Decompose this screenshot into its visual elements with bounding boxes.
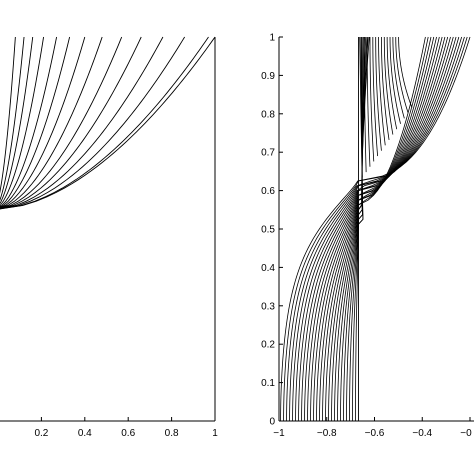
left-curve-line: [0, 36, 16, 194]
right-upper-vertical-line: [363, 36, 367, 173]
right-y-tick-label: 0.1: [261, 378, 275, 389]
left-curve-line: [0, 36, 86, 208]
right-upper-vertical-line: [392, 36, 405, 119]
right-curve-line: [319, 36, 435, 422]
left-x-tick-label: 0.6: [121, 428, 135, 439]
right-curve-line: [283, 36, 468, 422]
right-chart-panel: −1 −0.8 −0.6 −0.4 −0 00.10.20.30.40.50.60.70…: [261, 33, 474, 439]
right-upper-vertical-line: [386, 36, 398, 130]
right-curve-line: [316, 36, 437, 422]
right-y-tick-label: 0.6: [261, 186, 275, 197]
right-upper-vertical-line: [378, 36, 386, 146]
right-upper-vertical-line: [360, 37, 363, 178]
left-curve-line: [0, 36, 103, 209]
left-curve-line: [0, 36, 164, 210]
right-y-tick-label: 0.9: [261, 71, 275, 82]
right-y-tick-label: 0.4: [261, 263, 275, 274]
right-curve-line: [313, 36, 440, 422]
right-curve-line: [304, 36, 449, 422]
right-y-tick-label: 0.7: [261, 148, 275, 159]
right-upper-vertical-line: [398, 36, 413, 108]
right-x-tick-label: −0: [460, 428, 472, 439]
left-x-ticks: 0.2 0.4 0.6 0.8 1: [34, 417, 218, 439]
right-curves: [280, 36, 471, 422]
right-curve-line: [298, 36, 454, 422]
left-curve-line: [0, 36, 142, 209]
right-x-tick-label: −0.8: [317, 428, 337, 439]
right-curve-line: [325, 36, 429, 422]
right-x-tick-label: −0.4: [412, 428, 432, 439]
right-y-tick-label: 0.2: [261, 340, 275, 351]
left-curve-line: [0, 36, 25, 202]
right-curve-line: [289, 36, 463, 422]
right-curve-line: [322, 36, 432, 422]
right-curve-line: [301, 36, 451, 422]
right-upper-vertical-line: [381, 36, 390, 140]
right-x-ticks: −1 −0.8 −0.6 −0.4 −0: [273, 417, 472, 439]
left-x-tick-label: 0.4: [78, 428, 92, 439]
right-curve-line: [280, 36, 471, 422]
right-y-tick-label: 1: [269, 33, 275, 44]
right-y-tick-label: 0: [269, 417, 275, 428]
left-curve-line: [0, 36, 71, 208]
left-curves: [0, 36, 216, 210]
right-upper-vertical-line: [369, 36, 375, 162]
right-y-tick-label: 0.5: [261, 225, 275, 236]
left-x-tick-label: 0.2: [34, 428, 48, 439]
left-x-tick-label: 1: [212, 428, 218, 439]
left-curve-line: [0, 36, 216, 210]
left-curve-line: [0, 36, 45, 207]
right-y-tick-label: 0.8: [261, 109, 275, 120]
left-curve-line: [0, 36, 34, 205]
right-curve-line: [328, 36, 426, 422]
right-upper-vertical-line: [372, 37, 378, 157]
left-curve-line: [0, 36, 186, 210]
right-upper-vertical-line: [383, 36, 394, 135]
right-curve-line: [307, 36, 446, 422]
right-curve-line: [286, 36, 465, 422]
right-curve-line: [292, 36, 460, 422]
left-chart-panel: 0.2 0.4 0.6 0.8 1: [0, 36, 218, 439]
right-upper-vertical-line: [395, 36, 409, 114]
left-curve-line: [0, 36, 123, 209]
right-curve-line: [310, 36, 443, 422]
right-y-tick-label: 0.3: [261, 301, 275, 312]
right-x-tick-label: −0.6: [365, 428, 385, 439]
right-curve-line: [343, 36, 365, 422]
left-x-tick-label: 0.8: [165, 428, 179, 439]
right-curve-line: [295, 36, 457, 422]
right-y-ticks: 0 0.1 0.2 0.3 0.4 0.5 0.6 0.7 0.8 0.9 1: [261, 33, 283, 428]
left-curve-line: [0, 36, 209, 210]
right-upper-vertical-line: [366, 37, 371, 167]
right-upper-vertical-line: [375, 36, 382, 151]
left-curve-line: [0, 36, 58, 207]
right-curve-line: [340, 36, 367, 422]
right-curve-line: [337, 36, 368, 422]
right-x-tick-label: −1: [273, 428, 285, 439]
right-upper-vertical-line: [389, 36, 401, 124]
